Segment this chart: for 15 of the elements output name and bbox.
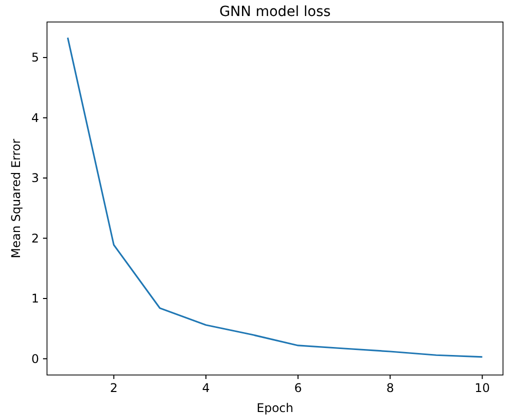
line-series [66, 36, 484, 358]
x-tick-label: 4 [202, 381, 210, 395]
y-tick-label: 1 [31, 292, 39, 306]
x-axis-title: Epoch [256, 401, 294, 415]
y-tick-label: 0 [31, 352, 39, 366]
y-tick-label: 5 [31, 50, 39, 65]
x-tick-label: 10 [474, 381, 490, 395]
y-tick-label: 3 [31, 171, 39, 186]
y-tick-label: 4 [31, 110, 39, 125]
y-axis-title: Mean Squared Error [9, 138, 23, 258]
x-tick-label: 8 [386, 381, 394, 395]
x-tick-label: 2 [110, 381, 118, 395]
chart-title: GNN model loss [219, 4, 331, 20]
x-tick-label: 6 [294, 381, 302, 395]
y-tick-label: 2 [31, 231, 39, 246]
